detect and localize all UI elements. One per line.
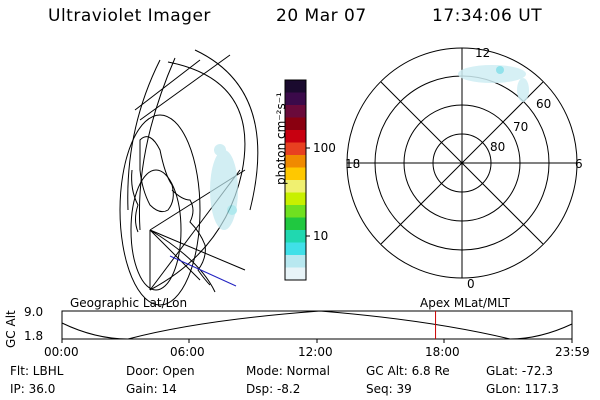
timeline-y-tick-bottom: 1.8 (24, 329, 44, 343)
colorbar-band (285, 130, 306, 143)
timeline-x-tick: 06:00 (170, 345, 205, 359)
colorbar-band (285, 92, 306, 106)
colorbar-tick-label-100: 100 (313, 141, 336, 155)
timeline-plot (61, 310, 573, 343)
glat-status: GLat: -72.3 (486, 364, 553, 378)
colorbar-band (285, 80, 306, 93)
polar-aurora-emission (458, 65, 529, 102)
timeline-x-tick: 18:00 (425, 345, 460, 359)
colorbar-band (285, 267, 306, 281)
seq-status: Seq: 39 (366, 382, 412, 396)
colorbar-band (285, 230, 306, 243)
colorbar-band (285, 217, 306, 231)
timeline-x-tick: 00:00 (44, 345, 79, 359)
colorbar-band (285, 180, 306, 193)
dsp-status: Dsp: -8.2 (246, 382, 301, 396)
time-label: 17:34:06 UT (432, 6, 543, 26)
colorbar-band (285, 192, 306, 206)
gc-alt-status: GC Alt: 6.8 Re (366, 364, 450, 378)
polar-mlt-label-0: 0 (467, 277, 475, 291)
polar-mlt-label-12: 12 (475, 46, 491, 60)
polar-mlt-label-6: 6 (575, 157, 583, 171)
timeline-x-tick: 12:00 (298, 345, 333, 359)
colorbar-band (285, 105, 306, 118)
polar-mlt-label-18: 18 (345, 157, 361, 171)
mode-status: Mode: Normal (246, 364, 330, 378)
date-label: 20 Mar 07 (276, 6, 367, 26)
polar-plot-label: Apex MLat/MLT (420, 296, 510, 310)
colorbar-band (285, 167, 306, 181)
colorbar-tick-label-10: 10 (313, 229, 329, 243)
timeline-y-tick-top: 9.0 (24, 305, 44, 319)
glon-status: GLon: 117.3 (486, 382, 559, 396)
colorbar-frame (284, 79, 307, 281)
timeline-x-tick: 23:59 (555, 345, 590, 359)
instrument-title: Ultraviolet Imager (48, 6, 211, 26)
colorbar-band (285, 155, 306, 168)
timeline-y-axis-title: GC Alt (4, 310, 18, 348)
colorbar-band (285, 117, 306, 131)
colorbar-band (285, 142, 306, 156)
colorbar-unit-label: photon cm⁻²s⁻¹ (274, 92, 288, 185)
colorbar-band (285, 242, 306, 256)
polar-lat-label-60: 60 (536, 97, 552, 111)
polar-lat-label-80: 80 (490, 140, 506, 154)
map-aurora-emission (210, 144, 238, 230)
colorbar (285, 80, 306, 281)
ip-status: IP: 36.0 (10, 382, 56, 396)
colorbar-band (285, 205, 306, 218)
gain-status: Gain: 14 (126, 382, 177, 396)
door-status: Door: Open (126, 364, 195, 378)
polar-plot (346, 47, 578, 279)
geographic-map-label: Geographic Lat/Lon (70, 296, 188, 310)
polar-lat-label-70: 70 (513, 120, 529, 134)
filter-status: Flt: LBHL (10, 364, 64, 378)
colorbar-band (285, 255, 306, 268)
